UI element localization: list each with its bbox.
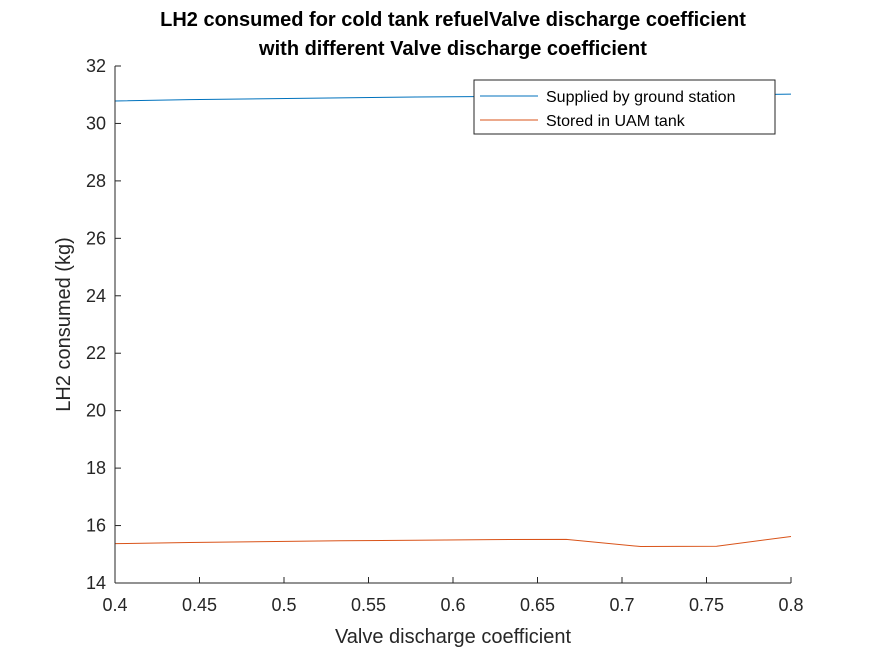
x-tick-label: 0.45 <box>182 595 217 615</box>
y-tick-label: 14 <box>86 573 106 593</box>
legend-label-stored: Stored in UAM tank <box>546 113 686 130</box>
chart-title-line-1: LH2 consumed for cold tank refuelValve d… <box>160 9 746 31</box>
x-tick-label: 0.5 <box>271 595 296 615</box>
y-tick-label: 22 <box>86 343 106 363</box>
legend-box <box>473 79 776 135</box>
legend: Supplied by ground station Stored in UAM… <box>473 79 776 135</box>
x-tick-label: 0.6 <box>440 595 465 615</box>
x-axis-label: Valve discharge coefficient <box>335 626 572 648</box>
plot-area <box>115 66 791 583</box>
y-tick-label: 32 <box>86 56 106 76</box>
x-axis-ticks: 0.4 0.45 0.5 0.55 0.6 0.65 0.7 0.75 0.8 <box>102 577 804 615</box>
y-tick-label: 28 <box>86 171 106 191</box>
x-tick-label: 0.55 <box>351 595 386 615</box>
y-tick-label: 24 <box>86 286 106 306</box>
series-line-stored-in-uam-tank <box>114 535 792 548</box>
x-tick-label: 0.75 <box>689 595 724 615</box>
legend-label-supplied: Supplied by ground station <box>546 89 735 106</box>
y-tick-label: 16 <box>86 516 106 536</box>
x-tick-label: 0.65 <box>520 595 555 615</box>
x-tick-label: 0.8 <box>778 595 803 615</box>
y-tick-label: 18 <box>86 458 106 478</box>
chart-title-line-2: with different Valve discharge coefficie… <box>258 38 647 60</box>
x-tick-label: 0.7 <box>609 595 634 615</box>
y-axis-ticks: 14 16 18 20 22 24 26 28 30 32 <box>86 56 121 593</box>
x-tick-label: 0.4 <box>102 595 127 615</box>
y-tick-label: 30 <box>86 113 106 133</box>
y-tick-label: 20 <box>86 401 106 421</box>
y-axis-label: LH2 consumed (kg) <box>53 237 75 412</box>
y-tick-label: 26 <box>86 228 106 248</box>
